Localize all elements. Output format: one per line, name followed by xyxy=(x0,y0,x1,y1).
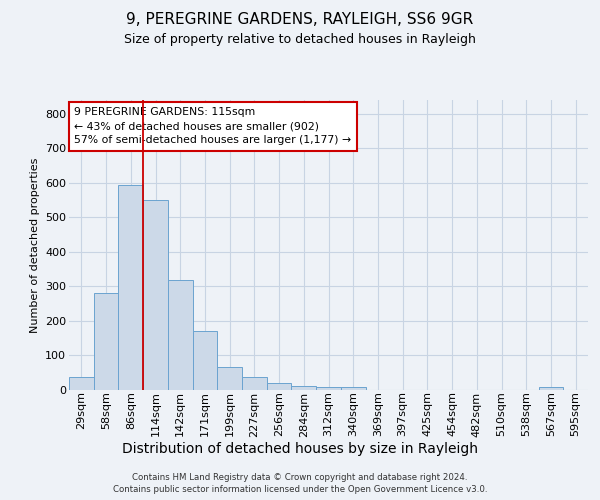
Bar xyxy=(316,386,341,390)
Text: Distribution of detached houses by size in Rayleigh: Distribution of detached houses by size … xyxy=(122,442,478,456)
Bar xyxy=(341,386,365,390)
Bar xyxy=(292,386,316,390)
Bar xyxy=(143,200,168,390)
Bar xyxy=(69,377,94,390)
Bar xyxy=(118,184,143,390)
Bar xyxy=(539,387,563,390)
Text: 9, PEREGRINE GARDENS, RAYLEIGH, SS6 9GR: 9, PEREGRINE GARDENS, RAYLEIGH, SS6 9GR xyxy=(127,12,473,28)
Bar xyxy=(267,383,292,390)
Y-axis label: Number of detached properties: Number of detached properties xyxy=(29,158,40,332)
Bar xyxy=(193,332,217,390)
Bar xyxy=(242,377,267,390)
Text: Size of property relative to detached houses in Rayleigh: Size of property relative to detached ho… xyxy=(124,32,476,46)
Text: Contains HM Land Registry data © Crown copyright and database right 2024.: Contains HM Land Registry data © Crown c… xyxy=(132,472,468,482)
Bar xyxy=(168,280,193,390)
Text: Contains public sector information licensed under the Open Government Licence v3: Contains public sector information licen… xyxy=(113,485,487,494)
Bar xyxy=(94,294,118,390)
Text: 9 PEREGRINE GARDENS: 115sqm
← 43% of detached houses are smaller (902)
57% of se: 9 PEREGRINE GARDENS: 115sqm ← 43% of det… xyxy=(74,108,352,146)
Bar xyxy=(217,366,242,390)
